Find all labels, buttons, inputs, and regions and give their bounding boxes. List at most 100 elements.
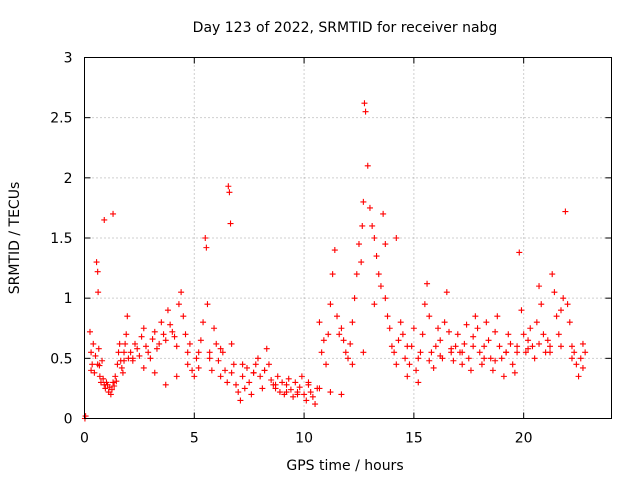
data-point <box>452 343 459 350</box>
data-point <box>564 301 571 308</box>
data-point <box>122 340 129 347</box>
data-point <box>164 307 171 314</box>
data-point <box>233 381 240 388</box>
data-point <box>410 325 417 332</box>
data-point <box>274 373 281 380</box>
data-point <box>547 343 554 350</box>
data-point <box>239 361 246 368</box>
data-point <box>345 355 351 362</box>
data-point <box>518 307 525 314</box>
data-point <box>380 210 387 217</box>
data-point <box>538 301 545 308</box>
data-point <box>140 325 147 332</box>
data-point <box>213 340 220 347</box>
grid <box>84 57 612 419</box>
data-point <box>86 328 93 335</box>
data-point <box>162 337 169 344</box>
data-point <box>582 349 589 356</box>
plot-frame <box>84 57 612 419</box>
data-point <box>95 345 102 352</box>
data-point <box>292 379 299 386</box>
data-point <box>413 367 420 374</box>
data-point <box>454 331 461 338</box>
data-point <box>158 319 165 326</box>
data-point <box>327 389 334 396</box>
data-point <box>560 295 567 302</box>
data-points <box>81 100 589 422</box>
data-point <box>283 381 290 388</box>
data-point <box>224 379 231 386</box>
data-point <box>318 349 325 356</box>
data-point <box>415 355 422 362</box>
data-point <box>268 376 275 383</box>
chart-title: Day 123 of 2022, SRMTID for receiver nab… <box>193 20 498 36</box>
data-point <box>94 361 101 368</box>
data-point <box>459 361 466 368</box>
data-point <box>296 384 303 391</box>
data-point <box>283 389 290 396</box>
data-point <box>272 381 279 388</box>
data-point <box>173 373 180 380</box>
data-point <box>492 357 499 364</box>
data-point <box>476 349 483 356</box>
data-point <box>96 373 103 380</box>
data-point <box>320 337 327 344</box>
data-point <box>147 355 154 362</box>
data-point <box>557 343 564 350</box>
data-point <box>566 319 573 326</box>
data-point <box>430 364 437 371</box>
data-point <box>88 367 95 374</box>
data-point <box>228 369 235 376</box>
data-point <box>121 349 128 356</box>
data-point <box>276 389 283 396</box>
x-tick-label: 0 <box>80 431 89 447</box>
data-point <box>113 378 120 385</box>
data-point <box>153 345 160 352</box>
data-point <box>347 340 354 347</box>
data-point <box>393 361 400 368</box>
data-point <box>364 162 371 169</box>
data-point <box>202 235 209 241</box>
data-point <box>204 301 211 308</box>
data-point <box>338 391 345 398</box>
data-point <box>195 349 202 356</box>
data-point <box>279 379 286 386</box>
data-point <box>206 355 213 362</box>
data-point <box>415 379 422 386</box>
data-point <box>203 244 210 251</box>
data-point <box>520 331 527 338</box>
data-point <box>551 289 558 296</box>
data-point <box>230 361 237 368</box>
data-point <box>426 357 433 364</box>
data-point <box>443 289 450 296</box>
data-point <box>426 313 433 320</box>
data-point <box>89 361 96 368</box>
y-tick-label: 2 <box>64 171 73 187</box>
data-point <box>505 331 512 338</box>
data-point <box>382 241 389 248</box>
data-point <box>215 357 222 364</box>
data-point <box>483 319 490 326</box>
data-point <box>110 379 117 386</box>
y-tick-label: 2.5 <box>50 111 72 127</box>
data-point <box>169 328 176 335</box>
data-point <box>119 369 126 376</box>
data-point <box>226 189 233 196</box>
data-point <box>189 367 196 374</box>
data-point <box>184 349 191 356</box>
data-point <box>461 340 468 347</box>
data-point <box>404 343 411 350</box>
data-point <box>359 222 366 229</box>
data-point <box>382 295 389 302</box>
data-point <box>228 340 235 347</box>
data-point <box>129 355 136 362</box>
data-point <box>182 331 189 338</box>
data-point <box>331 247 338 254</box>
data-point <box>446 328 453 335</box>
data-point <box>323 361 330 368</box>
data-point <box>481 343 488 350</box>
data-point <box>547 349 554 356</box>
data-point <box>522 349 529 356</box>
data-point <box>472 313 479 320</box>
data-point <box>371 235 378 241</box>
